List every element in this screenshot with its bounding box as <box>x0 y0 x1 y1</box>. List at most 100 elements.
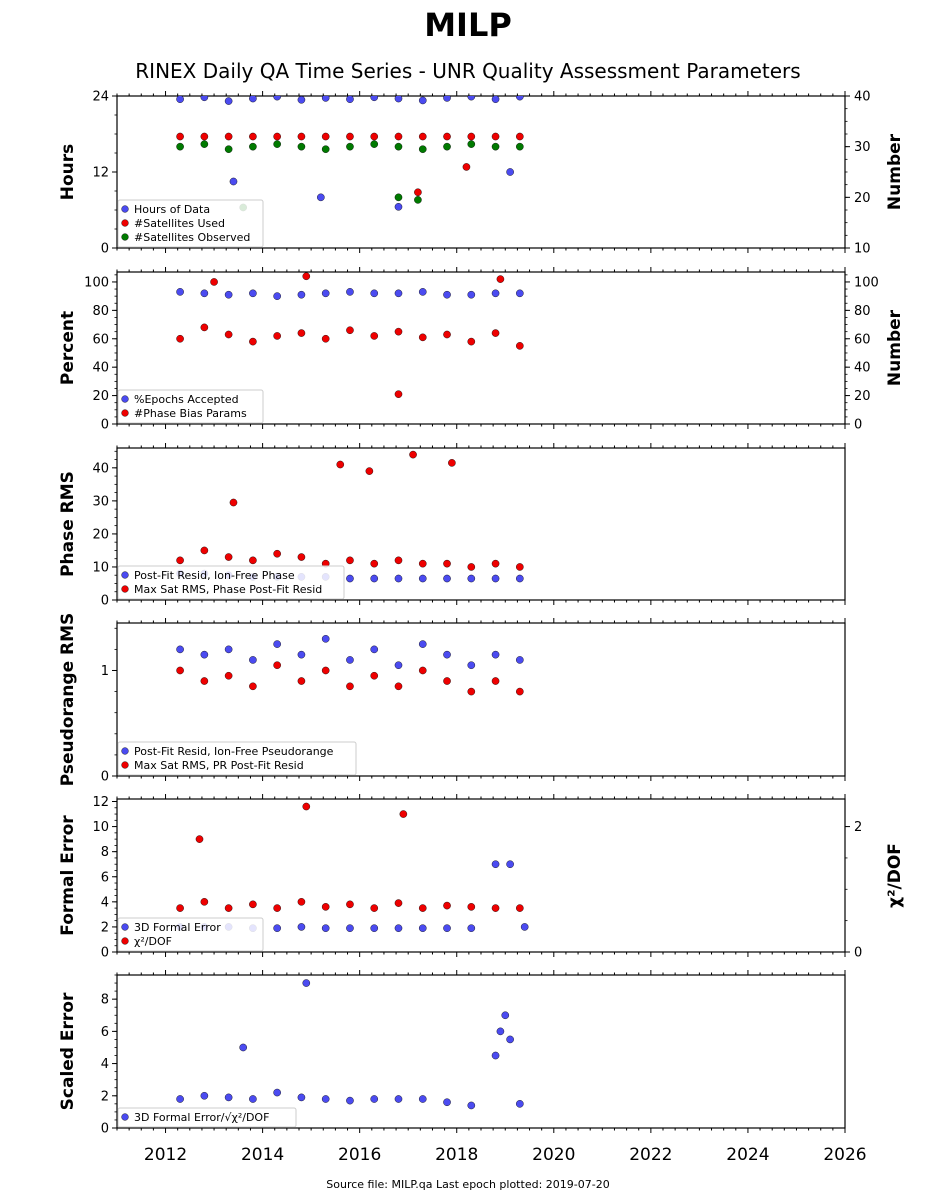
y-tick-label: 0 <box>101 770 109 785</box>
data-point <box>224 671 233 680</box>
legend-entry: #Satellites Used <box>134 217 225 230</box>
data-point <box>195 835 204 843</box>
data-point <box>346 326 354 335</box>
data-point <box>418 288 427 296</box>
data-point <box>229 498 238 507</box>
legend: 3D Formal Error/√χ²/DOF <box>117 1107 297 1128</box>
data-point <box>467 1101 476 1110</box>
y2-tick-label: 10 <box>854 242 871 257</box>
data-point <box>418 1095 427 1103</box>
data-point <box>317 193 325 202</box>
data-point <box>516 289 524 298</box>
x-tick-label: 2024 <box>726 1145 769 1165</box>
legend-entry: %Epochs Accepted <box>134 393 239 406</box>
data-point <box>491 132 500 141</box>
data-point <box>443 559 451 568</box>
x-tick-label: 2020 <box>532 1145 575 1165</box>
data-point <box>176 132 184 141</box>
y-tick-label: 100 <box>84 275 109 290</box>
data-point <box>394 203 403 211</box>
data-point <box>491 904 500 912</box>
data-point <box>370 574 379 583</box>
y-axis-label: Hours <box>58 144 78 201</box>
y-tick-label: 6 <box>101 870 109 885</box>
panel-scaled-error: 2012 2014 2016 2018 2020 2022 2024 2026 0 2 4 6 8 Sca… <box>58 970 867 1165</box>
data-point <box>346 924 354 932</box>
x-tick-label: 2018 <box>435 1145 478 1165</box>
data-point <box>200 898 209 906</box>
data-point <box>443 574 451 583</box>
plot-frame <box>116 974 846 1129</box>
panel-phase-rms: 0 10 20 30 40 Phase RMS Post-Fit Resid, Ion-Fr… <box>58 443 846 609</box>
data-point <box>346 574 354 583</box>
figure-title: MILP <box>424 6 512 44</box>
legend-entry: Hours of Data <box>134 203 210 216</box>
data-point <box>297 290 306 299</box>
data-point <box>346 1096 354 1105</box>
data-point <box>506 860 514 869</box>
data-point <box>418 904 427 912</box>
y2-tick-label: 0 <box>854 418 862 433</box>
data-point <box>297 1093 306 1102</box>
data-point <box>249 289 257 298</box>
data-point <box>346 556 354 565</box>
data-point <box>462 163 471 171</box>
data-point <box>249 900 257 909</box>
x-tick-label: 2026 <box>823 1145 866 1165</box>
data-point <box>467 337 476 346</box>
data-point <box>273 292 281 300</box>
data-point <box>443 290 451 299</box>
data-point <box>467 132 476 141</box>
data-point <box>467 96 476 101</box>
data-point <box>176 666 184 675</box>
legend: Post-Fit Resid, Ion-Free PseudorangeMax … <box>117 741 357 776</box>
legend-box <box>117 389 264 424</box>
data-point <box>224 553 233 561</box>
y-tick-label: 1 <box>101 664 109 679</box>
legend-marker <box>121 409 129 417</box>
data-point <box>249 337 257 346</box>
y2-axis-label: Number <box>885 309 905 386</box>
data-point <box>394 142 403 151</box>
x-tick-label: 2012 <box>144 1145 187 1165</box>
data-point <box>176 288 184 296</box>
data-point <box>249 682 257 691</box>
data-point <box>394 556 403 565</box>
data-point <box>200 323 209 332</box>
data-point <box>321 334 330 343</box>
data-point <box>297 677 306 685</box>
data-point <box>273 904 281 912</box>
data-point <box>273 132 281 141</box>
legend-marker <box>121 747 129 755</box>
data-point <box>418 924 427 932</box>
y-tick-label: 40 <box>92 461 109 476</box>
data-point <box>394 1095 403 1103</box>
data-point <box>346 900 354 909</box>
series-points <box>176 802 529 932</box>
legend-marker <box>121 233 129 241</box>
data-point <box>491 860 500 869</box>
data-point <box>297 553 306 561</box>
y-axis-label: Scaled Error <box>58 992 78 1110</box>
series-points <box>176 979 524 1110</box>
figure-subtitle: RINEX Daily QA Time Series - UNR Quality… <box>135 59 800 83</box>
data-point <box>297 132 306 141</box>
source-footer: Source file: MILP.qa Last epoch plotted:… <box>326 1178 609 1191</box>
legend-marker <box>121 585 129 593</box>
data-point <box>224 645 233 654</box>
data-point <box>297 96 306 104</box>
data-point <box>516 574 524 583</box>
data-point <box>224 330 233 339</box>
data-point <box>239 1043 247 1052</box>
data-point <box>273 924 281 932</box>
data-point <box>443 1098 451 1107</box>
data-point <box>414 188 422 197</box>
y-tick-label: 4 <box>101 895 109 910</box>
legend-marker <box>121 1113 129 1121</box>
data-point <box>418 559 427 568</box>
data-point <box>273 96 281 101</box>
data-point <box>176 1095 184 1103</box>
data-point <box>467 563 476 571</box>
